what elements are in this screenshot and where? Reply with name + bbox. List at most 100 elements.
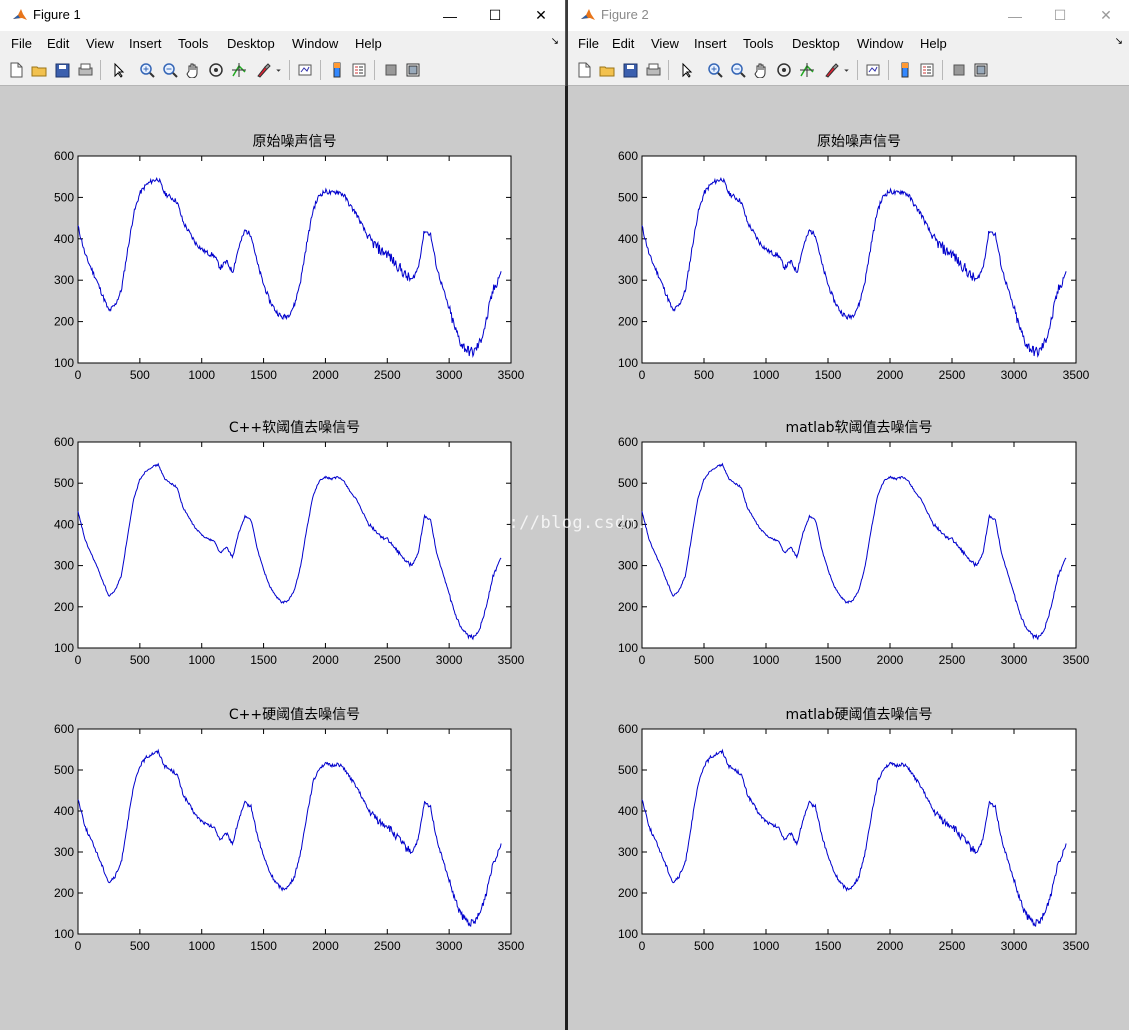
menu-help[interactable]: Help [920,36,947,51]
axes-frame [641,155,1077,364]
menu-view[interactable]: View [86,36,114,51]
y-tick-label: 200 [54,600,74,614]
x-tick-label: 1000 [753,939,780,953]
zoom-in-icon[interactable] [138,61,155,78]
menu-file[interactable]: File [11,36,32,51]
zoom-out-icon[interactable] [729,61,746,78]
new-file-icon[interactable] [575,61,592,78]
menu-edit[interactable]: Edit [612,36,635,51]
y-tick-label: 400 [54,517,74,531]
y-tick-label: 500 [618,476,638,490]
x-tick-label: 3000 [1001,368,1028,382]
menu-dock-arrow-icon[interactable]: ↘ [1114,36,1123,47]
open-file-icon[interactable] [598,61,615,78]
matlab-logo-icon [580,7,596,23]
close-button[interactable]: ✕ [1100,7,1112,23]
toolbar [0,55,565,86]
toolbar-separator [668,60,669,80]
menu-view[interactable]: View [651,36,679,51]
y-tick-label: 100 [618,356,638,370]
y-tick-label: 100 [54,356,74,370]
pan-hand-icon[interactable] [184,61,201,78]
toolbar-separator [289,60,290,80]
brush-icon[interactable] [822,61,839,78]
axes-title: C++硬阈值去噪信号 [229,707,360,723]
figure-window-1: Figure 1 — ☐ ✕ File Edit View Insert Too… [0,0,566,1030]
x-tick-label: 0 [639,368,646,382]
open-file-icon[interactable] [30,61,47,78]
print-icon[interactable] [76,61,93,78]
link-plot-icon[interactable] [296,61,313,78]
colorbar-icon[interactable] [328,61,345,78]
dropdown-arrow-icon[interactable] [274,61,283,78]
link-plot-icon[interactable] [864,61,881,78]
menu-desktop[interactable]: Desktop [792,36,840,51]
x-tick-label: 2000 [312,368,339,382]
hide-plot-tools-icon[interactable] [950,61,967,78]
axes-frame [77,441,512,649]
maximize-button[interactable]: ☐ [1053,7,1067,23]
minimize-button[interactable]: — [1008,7,1022,24]
y-tick-label: 200 [54,886,74,900]
rotate-3d-icon[interactable] [775,61,792,78]
x-tick-label: 3500 [498,939,525,953]
y-tick-label: 500 [54,476,74,490]
menu-desktop[interactable]: Desktop [227,36,275,51]
menu-insert[interactable]: Insert [129,36,162,51]
x-tick-label: 3500 [1063,653,1090,667]
menu-tools[interactable]: Tools [178,36,209,51]
save-icon[interactable] [53,61,70,78]
zoom-out-icon[interactable] [161,61,178,78]
menu-insert[interactable]: Insert [694,36,727,51]
y-tick-label: 300 [54,273,74,287]
maximize-button[interactable]: ☐ [488,7,502,23]
menu-tools[interactable]: Tools [743,36,774,51]
close-button[interactable]: ✕ [535,7,547,23]
menu-file[interactable]: File [578,36,599,51]
brush-icon[interactable] [254,61,271,78]
x-tick-label: 500 [694,939,714,953]
colorbar-icon[interactable] [896,61,913,78]
x-tick-label: 3500 [1063,368,1090,382]
menu-edit[interactable]: Edit [47,36,70,51]
rotate-3d-icon[interactable] [207,61,224,78]
signal-line [77,176,502,359]
y-tick-label: 400 [54,232,74,246]
y-tick-label: 300 [618,559,638,573]
axes-2: C++硬阈值去噪信号 0 500 1000 1500 2000 2500 3000 3500 10… [54,707,525,953]
save-icon[interactable] [621,61,638,78]
print-icon[interactable] [644,61,661,78]
menu-window[interactable]: Window [292,36,339,51]
x-tick-label: 1000 [753,368,780,382]
x-tick-label: 1500 [815,939,842,953]
dropdown-arrow-icon[interactable] [842,61,851,78]
new-file-icon[interactable] [7,61,24,78]
pan-hand-icon[interactable] [752,61,769,78]
minimize-button[interactable]: — [443,7,457,24]
y-tick-label: 100 [618,927,638,941]
title-bar[interactable]: Figure 1 — ☐ ✕ [0,0,565,31]
x-tick-label: 0 [639,653,646,667]
legend-icon[interactable] [350,61,367,78]
hide-plot-tools-icon[interactable] [382,61,399,78]
pointer-icon[interactable] [109,61,126,78]
watermark-text: http://blog.csdn.net/ [466,513,690,533]
figure-window-2: Figure 2 — ☐ ✕ File Edit View Insert Too… [568,0,1129,1030]
y-tick-label: 600 [54,435,74,449]
legend-icon[interactable] [918,61,935,78]
show-plot-tools-icon[interactable] [404,61,421,78]
pointer-icon[interactable] [677,61,694,78]
title-bar[interactable]: Figure 2 — ☐ ✕ [568,0,1129,31]
y-tick-label: 600 [54,722,74,736]
window-title: Figure 1 [33,7,81,22]
show-plot-tools-icon[interactable] [972,61,989,78]
toolbar-separator [320,60,321,80]
menu-window[interactable]: Window [857,36,904,51]
zoom-in-icon[interactable] [706,61,723,78]
toolbar-separator [888,60,889,80]
toolbar-separator [100,60,101,80]
data-cursor-icon[interactable] [798,61,815,78]
menu-dock-arrow-icon[interactable]: ↘ [550,36,559,47]
data-cursor-icon[interactable] [230,61,247,78]
menu-help[interactable]: Help [355,36,382,51]
